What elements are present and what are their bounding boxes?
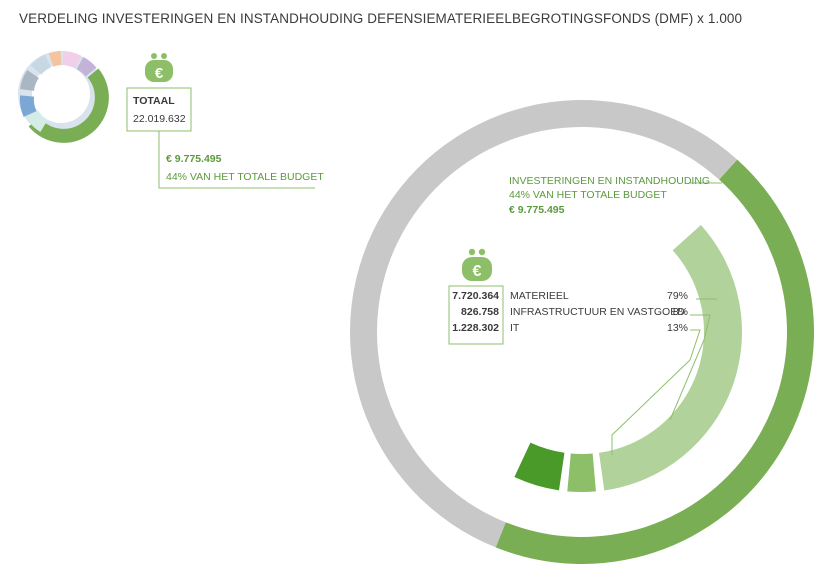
thumbnail-arc bbox=[19, 95, 37, 117]
breakdown-label: MATERIEEL bbox=[510, 290, 569, 302]
euro-wallet-icon: € bbox=[145, 53, 173, 82]
inner-slice-materieel bbox=[598, 224, 743, 491]
thumbnail-arc bbox=[76, 56, 97, 77]
svg-text:€: € bbox=[473, 263, 482, 280]
breakdown-box bbox=[448, 285, 504, 345]
chart-title: VERDELING INVESTERINGEN EN INSTANDHOUDIN… bbox=[19, 11, 743, 26]
callout-line2: 44% VAN HET TOTALE BUDGET bbox=[509, 189, 667, 201]
total-value: 22.019.632 bbox=[133, 113, 186, 125]
breakdown-label: INFRASTRUCTUUR EN VASTGOED bbox=[510, 306, 685, 318]
breakdown-percent: 8% bbox=[673, 306, 688, 318]
inner-slice-it bbox=[514, 442, 565, 491]
thumbnail-arc bbox=[20, 70, 40, 92]
breakdown-value: 826.758 bbox=[461, 306, 499, 318]
breakdown-percent: 79% bbox=[667, 290, 688, 302]
inner-slice-infra bbox=[567, 453, 596, 493]
euro-wallet-icon: € bbox=[462, 248, 492, 281]
thumbnail-arc bbox=[26, 110, 48, 132]
outer-ring-dmf-slice bbox=[495, 159, 815, 564]
breakdown-rows: 7.720.364 MATERIEEL 79% 826.758 INFRASTRUCTU… bbox=[452, 290, 688, 334]
leader-infra bbox=[669, 314, 711, 421]
outer-ring-other-slice bbox=[350, 100, 738, 548]
big-donut bbox=[350, 100, 815, 564]
breakdown-label: IT bbox=[510, 322, 520, 334]
total-label: TOTAAL bbox=[133, 95, 175, 107]
thumbnail-arc bbox=[48, 51, 62, 67]
summary-value: € 9.775.495 bbox=[166, 153, 222, 165]
thumbnail-arc bbox=[62, 51, 82, 69]
thumbnail-donut bbox=[18, 51, 109, 143]
leader-it bbox=[611, 329, 701, 455]
breakdown-value: 1.228.302 bbox=[452, 322, 499, 334]
svg-text:€: € bbox=[155, 65, 164, 82]
summary-connector bbox=[158, 131, 315, 189]
callout-line1: INVESTERINGEN EN INSTANDHOUDING bbox=[509, 175, 710, 187]
breakdown-value: 7.720.364 bbox=[452, 290, 499, 302]
thumbnail-dmf-arc bbox=[28, 68, 109, 143]
callout-line3: € 9.775.495 bbox=[509, 204, 565, 216]
thumbnail-arc bbox=[30, 54, 52, 75]
summary-share: 44% VAN HET TOTALE BUDGET bbox=[166, 171, 324, 183]
breakdown-percent: 13% bbox=[667, 322, 688, 334]
leader-materieel bbox=[696, 298, 717, 300]
